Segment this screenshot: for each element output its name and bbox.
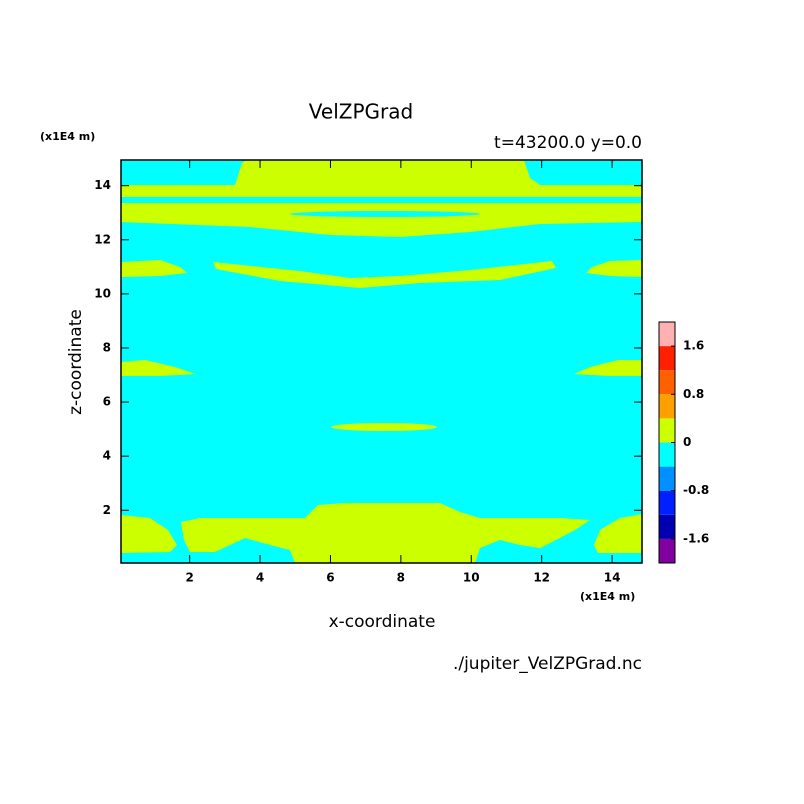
colorbar-tick-label: 0 bbox=[683, 435, 691, 449]
colorbar-segment bbox=[659, 346, 675, 371]
x-tick-label: 8 bbox=[397, 571, 405, 585]
contour-region bbox=[574, 360, 642, 376]
plot-frame bbox=[120, 159, 643, 564]
contour-region bbox=[213, 261, 556, 288]
y-unit: (x1E4 m) bbox=[40, 130, 95, 143]
x-tick-label: 10 bbox=[463, 571, 480, 585]
x-tick-label: 14 bbox=[604, 571, 621, 585]
colorbar-tick-label: -0.8 bbox=[683, 483, 709, 497]
x-unit: (x1E4 m) bbox=[580, 590, 635, 603]
y-tick-label: 12 bbox=[94, 232, 111, 246]
chart-title: VelZPGrad bbox=[309, 100, 413, 124]
x-tick-label: 4 bbox=[256, 571, 264, 585]
chart-subtitle: t=43200.0 y=0.0 bbox=[494, 133, 642, 153]
contour-region bbox=[181, 503, 590, 563]
colorbar-segment bbox=[659, 394, 675, 419]
colorbar-tick-label: 0.8 bbox=[683, 387, 704, 401]
contour-regions bbox=[121, 160, 642, 563]
y-tick-label: 4 bbox=[103, 449, 111, 463]
colorbar-tick-label: 1.6 bbox=[683, 339, 704, 353]
x-tick-label: 12 bbox=[533, 571, 550, 585]
contour-region bbox=[121, 160, 642, 197]
y-axis-label: z-coordinate bbox=[66, 309, 86, 415]
source-file: ./jupiter_VelZPGrad.nc bbox=[453, 654, 642, 674]
contour-region bbox=[586, 260, 642, 277]
y-tick-label: 14 bbox=[94, 178, 111, 192]
contour-region bbox=[331, 423, 437, 431]
colorbar-tick-label: -1.6 bbox=[683, 531, 709, 545]
contour-region bbox=[121, 260, 187, 277]
contour-region bbox=[121, 203, 642, 237]
colorbar-segment bbox=[659, 514, 675, 539]
colorbar-segment bbox=[659, 370, 675, 395]
y-tick-label: 10 bbox=[94, 286, 111, 300]
x-tick-label: 6 bbox=[326, 571, 334, 585]
contour-hole bbox=[290, 211, 480, 217]
contour-region bbox=[594, 514, 642, 553]
contour-region bbox=[121, 360, 196, 376]
colorbar-segment bbox=[659, 466, 675, 491]
colorbar-segment bbox=[659, 322, 675, 347]
colorbar-segment bbox=[659, 442, 675, 467]
colorbar-segment bbox=[659, 490, 675, 515]
contour-field bbox=[121, 160, 642, 563]
contour-region bbox=[121, 515, 177, 553]
y-tick-label: 2 bbox=[103, 503, 111, 517]
colorbar-segment bbox=[659, 418, 675, 443]
x-axis-label: x-coordinate bbox=[329, 612, 436, 632]
colorbar-segment bbox=[659, 538, 675, 563]
y-tick-label: 6 bbox=[103, 395, 111, 409]
x-tick-label: 2 bbox=[185, 571, 193, 585]
colorbar-frame bbox=[658, 321, 676, 564]
y-tick-label: 8 bbox=[103, 340, 111, 354]
